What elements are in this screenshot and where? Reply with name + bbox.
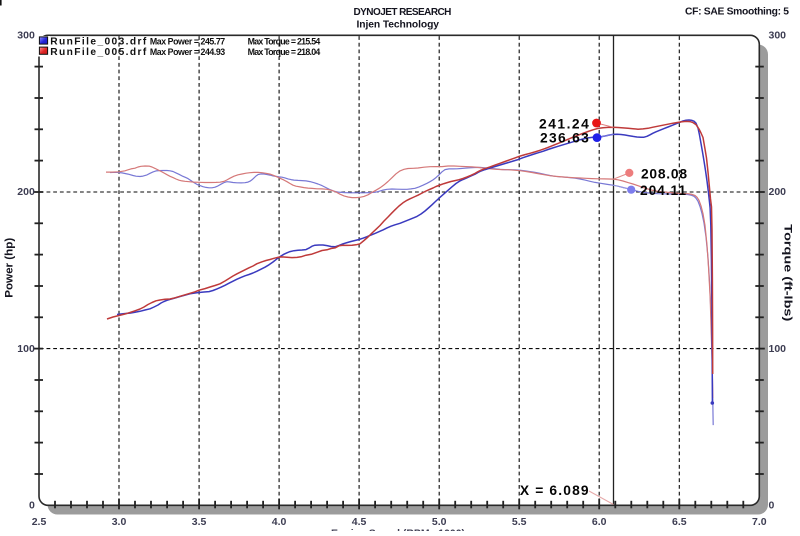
svg-text:200: 200	[769, 186, 787, 198]
svg-text:5.0: 5.0	[432, 516, 447, 528]
svg-text:7.0: 7.0	[752, 516, 767, 528]
svg-text:6.0: 6.0	[592, 516, 607, 528]
svg-text:3.5: 3.5	[192, 516, 207, 528]
svg-text:0: 0	[29, 500, 35, 512]
svg-text:Max Power = 245.77: Max Power = 245.77	[150, 36, 225, 46]
svg-text:300: 300	[769, 30, 787, 42]
svg-text:Max Torque = 215.54: Max Torque = 215.54	[248, 36, 321, 46]
svg-text:236.63: 236.63	[540, 131, 589, 146]
svg-text:Engine Speed (RPM x1000): Engine Speed (RPM x1000)	[331, 528, 465, 531]
svg-text:X = 6.089: X = 6.089	[520, 483, 589, 498]
svg-text:241.24: 241.24	[539, 117, 589, 132]
svg-text:RunFile_005.drf: RunFile_005.drf	[50, 47, 147, 58]
svg-text:0: 0	[769, 500, 775, 512]
svg-text:Max Torque = 218.04: Max Torque = 218.04	[248, 47, 321, 57]
svg-text:Torque (ft-lbs): Torque (ft-lbs)	[782, 224, 794, 321]
svg-text:3.0: 3.0	[112, 516, 127, 528]
svg-text:RunFile_003.drf: RunFile_003.drf	[50, 36, 147, 47]
svg-text:Injen Technology: Injen Technology	[357, 20, 440, 31]
svg-text:4.0: 4.0	[272, 516, 287, 528]
svg-text:6.5: 6.5	[672, 516, 687, 528]
svg-text:100: 100	[769, 343, 787, 355]
svg-text:5.5: 5.5	[512, 516, 527, 528]
svg-text:204.11: 204.11	[640, 183, 686, 198]
svg-text:300: 300	[17, 30, 35, 42]
svg-text:200: 200	[17, 186, 35, 198]
svg-text:Max Power = 244.93: Max Power = 244.93	[150, 47, 225, 57]
svg-text:100: 100	[17, 343, 35, 355]
svg-text:208.08: 208.08	[641, 167, 687, 182]
svg-text:DYNOJET RESEARCH: DYNOJET RESEARCH	[354, 7, 452, 18]
svg-text:4.5: 4.5	[352, 516, 367, 528]
svg-text:2.5: 2.5	[32, 516, 47, 528]
svg-text:CF: SAE Smoothing: 5: CF: SAE Smoothing: 5	[685, 7, 789, 18]
svg-text:Power (hp): Power (hp)	[3, 237, 15, 297]
